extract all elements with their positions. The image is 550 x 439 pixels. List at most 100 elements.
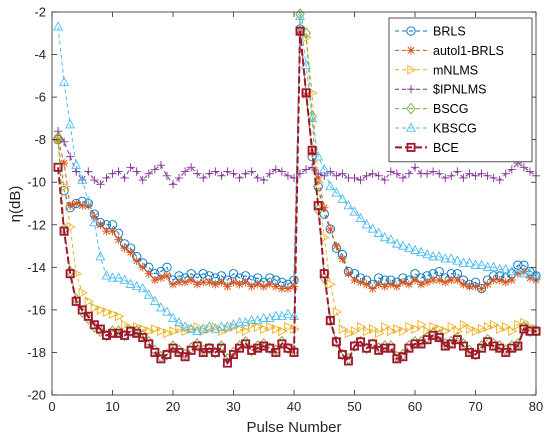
data-point <box>102 307 113 317</box>
data-point <box>157 326 167 337</box>
data-point <box>397 240 408 250</box>
data-point <box>313 201 323 211</box>
series-line <box>57 16 537 332</box>
data-point <box>416 280 426 289</box>
data-point <box>411 324 421 334</box>
data-point <box>78 201 87 210</box>
x-tick-label: 40 <box>287 399 301 414</box>
x-tick-label: 50 <box>347 399 361 414</box>
data-point <box>252 314 263 325</box>
data-point <box>65 201 75 210</box>
data-point <box>380 282 389 291</box>
y-tick-label: -18 <box>27 345 46 360</box>
data-point <box>266 321 276 332</box>
data-point <box>180 167 190 176</box>
data-point <box>379 231 390 242</box>
data-point <box>145 326 155 337</box>
data-point <box>326 224 335 234</box>
data-point <box>332 171 341 181</box>
data-point <box>447 171 456 181</box>
data-point <box>350 326 361 337</box>
data-point <box>501 169 510 178</box>
data-point <box>125 278 136 289</box>
data-point <box>108 226 117 236</box>
legend-marker <box>407 64 417 75</box>
data-point <box>187 324 197 334</box>
data-point <box>168 280 178 289</box>
data-point <box>223 167 232 176</box>
data-point <box>234 316 245 327</box>
data-point <box>380 343 390 353</box>
data-point <box>229 169 238 178</box>
data-point <box>410 244 420 254</box>
data-point <box>138 333 148 343</box>
data-point <box>464 257 475 267</box>
data-point <box>398 173 408 183</box>
data-point <box>452 255 463 265</box>
data-point <box>192 341 202 351</box>
data-point <box>271 347 281 357</box>
series-kbscg <box>53 10 541 335</box>
data-point <box>235 324 246 334</box>
series-bce <box>53 26 541 368</box>
data-point <box>332 241 341 251</box>
data-point <box>422 278 432 287</box>
data-point <box>260 324 270 334</box>
data-point <box>483 171 492 181</box>
x-tick-label: 0 <box>48 399 55 414</box>
data-point <box>416 246 426 257</box>
x-axis-label: Pulse Number <box>246 419 341 436</box>
data-point <box>101 330 111 340</box>
data-point <box>253 173 262 183</box>
data-point <box>259 282 268 291</box>
data-point <box>277 167 287 176</box>
legend-label: BRLS <box>433 25 466 39</box>
data-point <box>374 345 384 355</box>
data-point <box>453 167 462 176</box>
data-point <box>107 272 118 282</box>
data-point <box>71 159 82 169</box>
data-point <box>320 203 329 212</box>
data-point <box>149 295 160 306</box>
data-point <box>168 312 178 323</box>
data-point <box>77 305 87 315</box>
data-point <box>519 163 529 172</box>
data-point <box>96 180 105 189</box>
data-point <box>295 10 305 20</box>
data-point <box>367 223 378 233</box>
data-point <box>96 304 107 315</box>
data-point <box>307 145 317 155</box>
data-point <box>447 321 457 332</box>
data-point <box>428 330 438 340</box>
data-point <box>301 88 311 98</box>
data-point <box>223 282 232 291</box>
data-point <box>199 278 208 287</box>
data-point <box>241 339 251 349</box>
data-point <box>102 226 111 236</box>
data-point <box>175 324 185 334</box>
data-point <box>222 358 232 368</box>
data-point <box>404 169 414 178</box>
data-point <box>350 173 359 183</box>
data-point <box>155 302 166 312</box>
data-point <box>422 169 432 178</box>
data-point <box>113 272 124 282</box>
x-tick-label: 30 <box>226 399 240 414</box>
data-point <box>59 226 69 236</box>
data-point <box>391 238 402 248</box>
data-point <box>169 326 179 337</box>
data-point <box>174 173 184 183</box>
data-point <box>343 356 353 366</box>
data-point <box>229 278 238 287</box>
data-point <box>500 263 511 274</box>
data-point <box>216 343 226 353</box>
data-point <box>65 152 75 161</box>
y-tick-label: -16 <box>27 302 46 317</box>
data-point <box>156 273 166 283</box>
data-point <box>228 350 238 360</box>
data-point <box>441 173 450 183</box>
data-point <box>247 345 257 355</box>
data-point <box>525 326 535 336</box>
data-point <box>410 275 420 285</box>
data-point <box>496 324 506 334</box>
